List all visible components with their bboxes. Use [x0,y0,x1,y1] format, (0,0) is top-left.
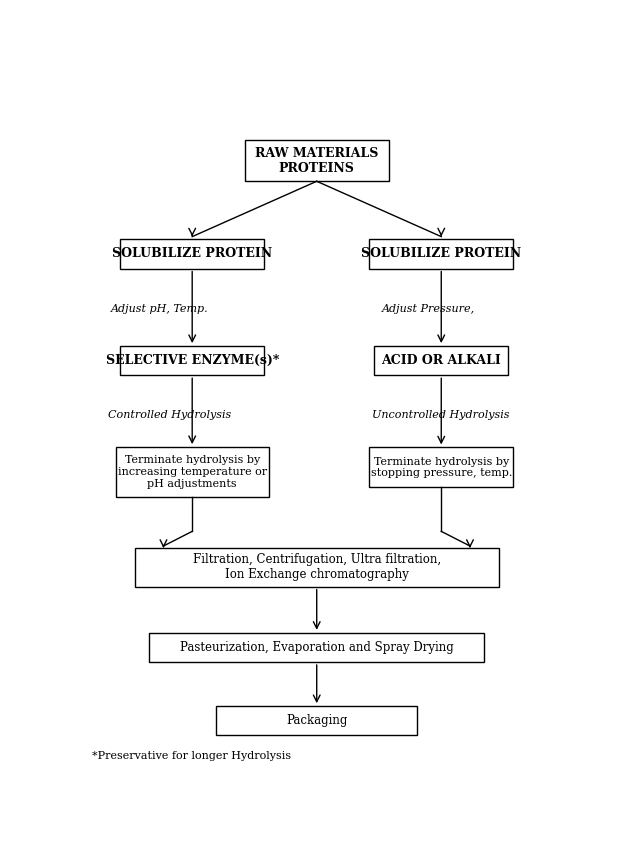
FancyBboxPatch shape [135,548,499,586]
Text: Pasteurization, Evaporation and Spray Drying: Pasteurization, Evaporation and Spray Dr… [180,641,454,654]
Text: Terminate hydrolysis by
increasing temperature or
pH adjustments: Terminate hydrolysis by increasing tempe… [117,456,267,488]
Text: Adjust pH, Temp.: Adjust pH, Temp. [111,304,208,313]
FancyBboxPatch shape [245,140,389,181]
FancyBboxPatch shape [121,346,264,375]
Text: Filtration, Centrifugation, Ultra filtration,
Ion Exchange chromatography: Filtration, Centrifugation, Ultra filtra… [193,553,441,581]
FancyBboxPatch shape [370,448,513,488]
Text: Terminate hydrolysis by
stopping pressure, temp.: Terminate hydrolysis by stopping pressur… [371,456,512,478]
Text: SOLUBILIZE PROTEIN: SOLUBILIZE PROTEIN [361,248,522,261]
Text: Controlled Hydrolysis: Controlled Hydrolysis [108,410,232,420]
Text: ACID OR ALKALI: ACID OR ALKALI [381,354,501,367]
Text: Adjust Pressure,: Adjust Pressure, [381,304,475,313]
FancyBboxPatch shape [149,633,485,662]
Text: SELECTIVE ENZYME(s)*: SELECTIVE ENZYME(s)* [106,354,279,367]
Text: Packaging: Packaging [286,714,347,727]
FancyBboxPatch shape [116,447,269,497]
Text: RAW MATERIALS
PROTEINS: RAW MATERIALS PROTEINS [255,146,378,175]
Text: *Preservative for longer Hydrolysis: *Preservative for longer Hydrolysis [91,751,290,761]
FancyBboxPatch shape [370,239,513,268]
FancyBboxPatch shape [121,239,264,268]
Text: SOLUBILIZE PROTEIN: SOLUBILIZE PROTEIN [112,248,273,261]
FancyBboxPatch shape [375,346,509,375]
Text: Uncontrolled Hydrolysis: Uncontrolled Hydrolysis [372,410,509,420]
FancyBboxPatch shape [216,706,417,735]
